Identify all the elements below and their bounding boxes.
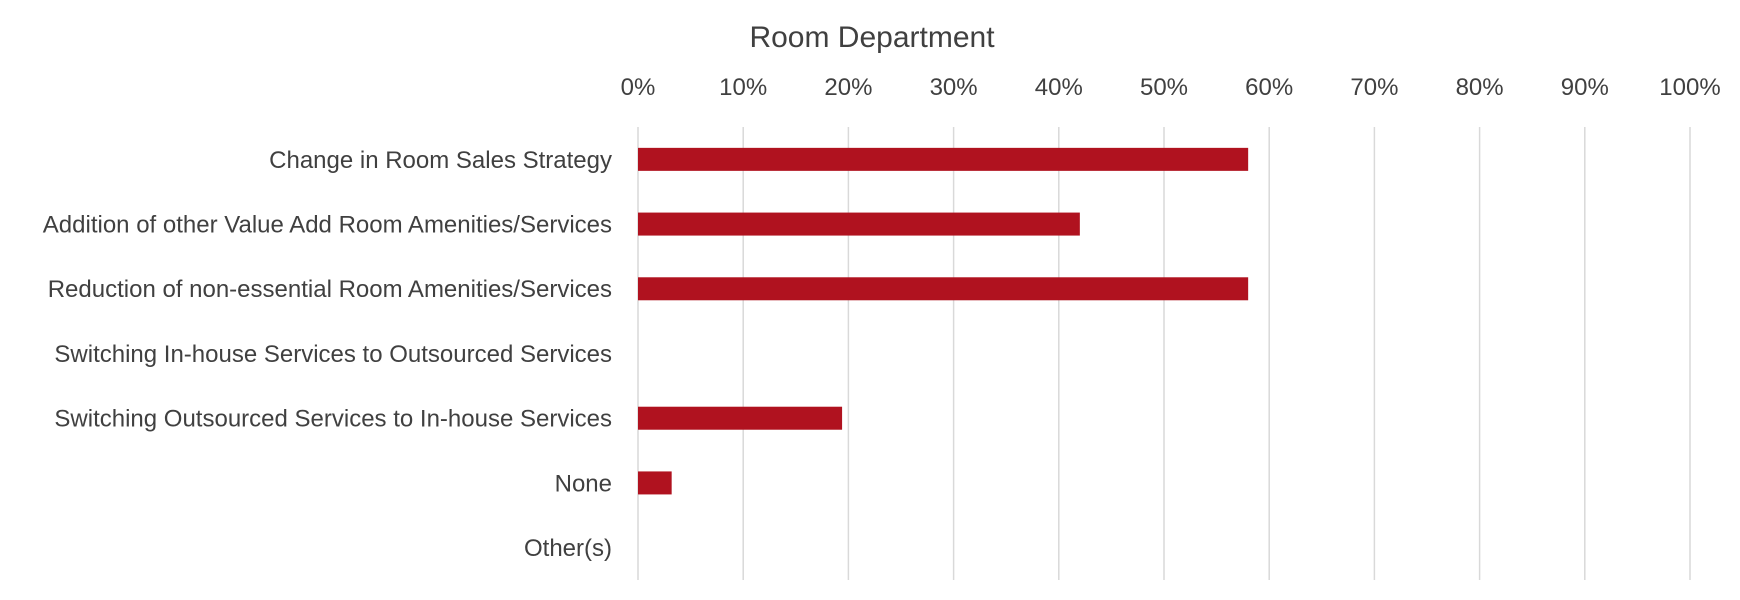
bar <box>638 147 1249 171</box>
bars <box>638 147 1249 495</box>
x-tick-label: 90% <box>1561 74 1609 101</box>
category-label: None <box>555 470 612 497</box>
x-tick-label: 60% <box>1245 74 1293 101</box>
x-tick-label: 20% <box>824 74 872 101</box>
x-axis-ticks: 0% 10% 20% 30% 40% 50% 60% 70% 80% 90% 100% <box>621 74 1721 101</box>
bar <box>638 277 1249 301</box>
x-tick-label: 80% <box>1456 74 1504 101</box>
x-tick-label: 40% <box>1035 74 1083 101</box>
category-label: Switching In-house Services to Outsource… <box>54 341 612 368</box>
x-tick-label: 10% <box>719 74 767 101</box>
category-label: Change in Room Sales Strategy <box>269 147 612 174</box>
category-label: Other(s) <box>524 535 612 562</box>
category-labels: Change in Room Sales Strategy Addition of… <box>43 147 612 562</box>
x-tick-label: 70% <box>1350 74 1398 101</box>
bar <box>638 406 843 430</box>
category-label: Switching Outsourced Services to In-hous… <box>54 406 612 433</box>
gridlines <box>637 127 1691 580</box>
x-tick-label: 30% <box>930 74 978 101</box>
bar <box>638 471 672 495</box>
x-tick-label: 50% <box>1140 74 1188 101</box>
category-label: Addition of other Value Add Room Ameniti… <box>43 211 612 238</box>
chart-title: Room Department <box>749 21 995 54</box>
x-tick-label: 0% <box>621 74 656 101</box>
category-label: Reduction of non-essential Room Amenitie… <box>48 276 612 303</box>
bar <box>638 212 1080 236</box>
x-tick-label: 100% <box>1659 74 1720 101</box>
